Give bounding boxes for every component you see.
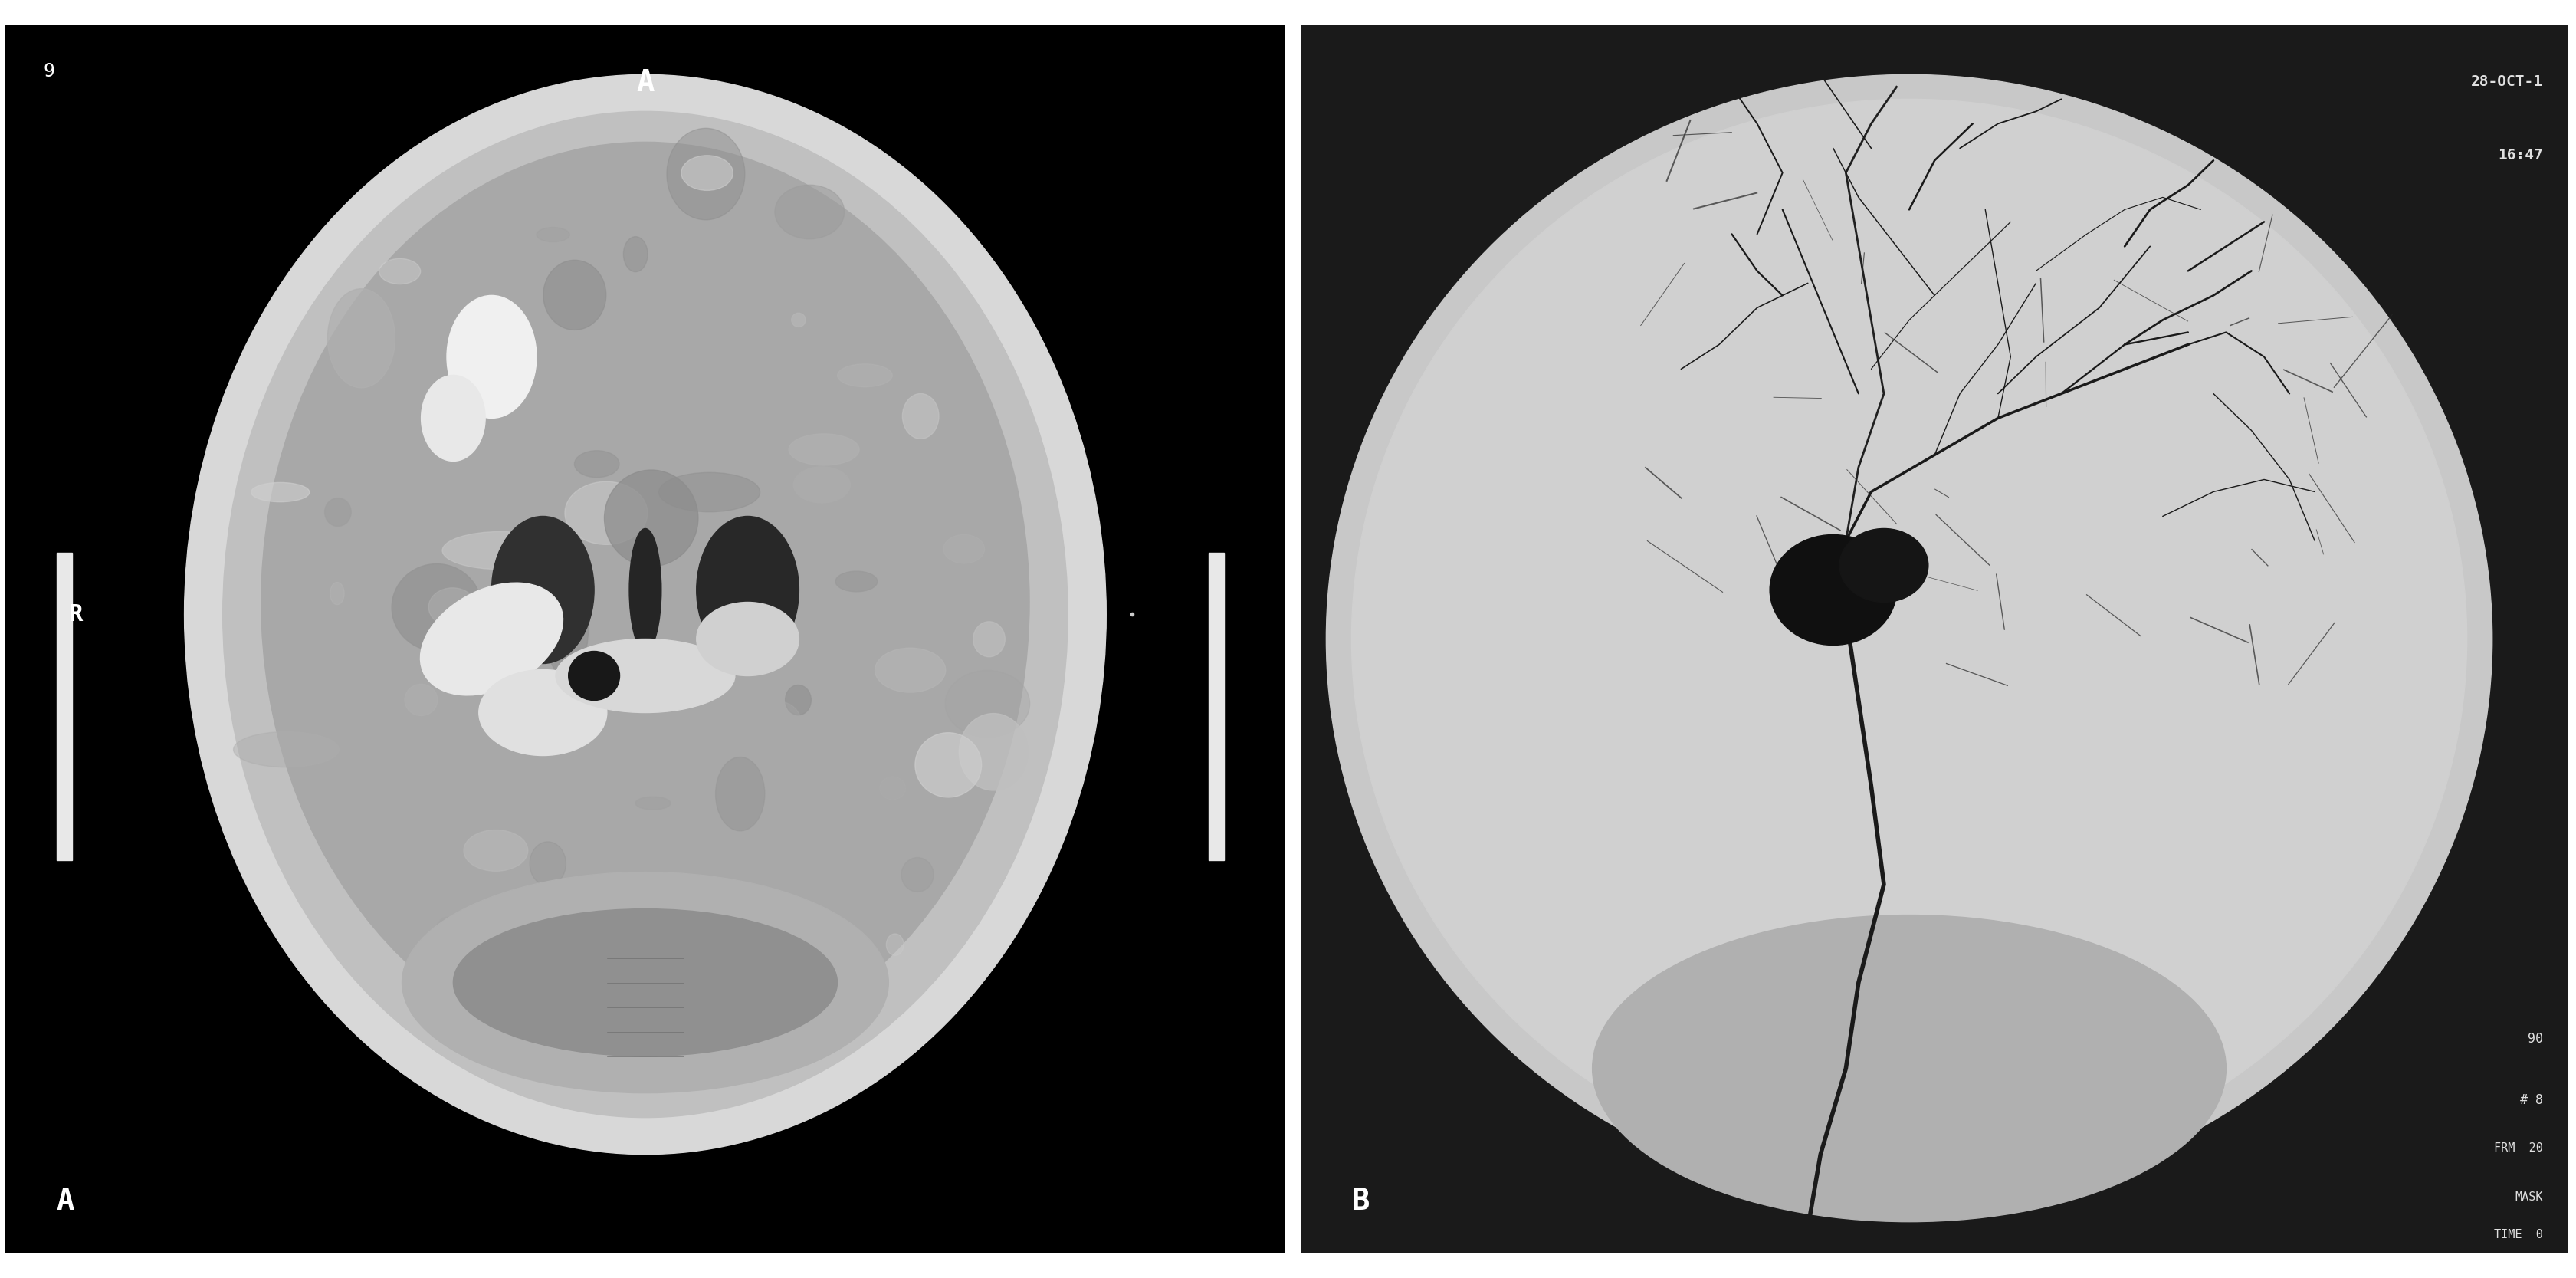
Ellipse shape: [564, 482, 647, 544]
Ellipse shape: [562, 961, 629, 1008]
Ellipse shape: [716, 757, 765, 831]
Ellipse shape: [404, 684, 438, 716]
Ellipse shape: [703, 984, 734, 1022]
Ellipse shape: [945, 671, 1030, 737]
Ellipse shape: [788, 433, 860, 465]
Ellipse shape: [958, 713, 1028, 790]
Ellipse shape: [574, 451, 618, 478]
Ellipse shape: [392, 564, 482, 652]
Ellipse shape: [755, 702, 801, 746]
Ellipse shape: [1592, 915, 2226, 1222]
Ellipse shape: [531, 842, 567, 886]
Ellipse shape: [605, 470, 698, 566]
Ellipse shape: [497, 601, 526, 613]
Ellipse shape: [595, 1038, 696, 1066]
Ellipse shape: [330, 583, 345, 604]
Ellipse shape: [492, 516, 595, 663]
Ellipse shape: [881, 777, 907, 800]
Bar: [57, 553, 72, 860]
Ellipse shape: [536, 227, 569, 242]
Ellipse shape: [544, 581, 587, 676]
Ellipse shape: [876, 648, 945, 693]
Ellipse shape: [260, 142, 1030, 1062]
Ellipse shape: [600, 935, 724, 982]
Ellipse shape: [544, 261, 605, 330]
Ellipse shape: [943, 534, 984, 564]
Text: MASK: MASK: [2514, 1191, 2543, 1203]
Ellipse shape: [902, 394, 938, 438]
Ellipse shape: [587, 956, 600, 973]
Text: A: A: [636, 69, 654, 97]
Ellipse shape: [379, 258, 420, 284]
Ellipse shape: [914, 732, 981, 797]
Text: 9: 9: [44, 63, 54, 81]
Ellipse shape: [696, 602, 799, 676]
Ellipse shape: [902, 858, 933, 892]
Circle shape: [1352, 100, 2468, 1178]
Ellipse shape: [327, 289, 394, 387]
Text: B: B: [1352, 1186, 1370, 1215]
Text: A: A: [57, 1186, 75, 1215]
Ellipse shape: [569, 652, 621, 700]
Ellipse shape: [453, 909, 837, 1056]
Ellipse shape: [696, 516, 799, 663]
Ellipse shape: [667, 128, 744, 220]
Text: R: R: [70, 603, 82, 625]
Ellipse shape: [222, 111, 1069, 1117]
Ellipse shape: [433, 918, 461, 969]
Ellipse shape: [786, 685, 811, 716]
Ellipse shape: [479, 670, 608, 755]
Ellipse shape: [623, 236, 647, 272]
Ellipse shape: [793, 466, 850, 504]
Ellipse shape: [428, 588, 477, 626]
Ellipse shape: [520, 626, 551, 656]
Ellipse shape: [325, 498, 350, 527]
Ellipse shape: [234, 732, 340, 767]
Circle shape: [1327, 74, 2491, 1204]
Bar: [1208, 553, 1224, 860]
Ellipse shape: [250, 483, 309, 502]
Text: 28-OCT-1: 28-OCT-1: [2470, 74, 2543, 89]
Ellipse shape: [556, 639, 734, 713]
Text: FRM  20: FRM 20: [2494, 1143, 2543, 1154]
Ellipse shape: [835, 571, 878, 592]
Ellipse shape: [791, 313, 806, 327]
Ellipse shape: [1839, 529, 1929, 602]
Ellipse shape: [974, 621, 1005, 657]
Ellipse shape: [634, 657, 659, 688]
Ellipse shape: [420, 583, 564, 695]
Ellipse shape: [443, 532, 559, 570]
Ellipse shape: [464, 829, 528, 872]
Ellipse shape: [680, 156, 734, 190]
Ellipse shape: [636, 601, 654, 631]
Ellipse shape: [446, 295, 536, 418]
Ellipse shape: [185, 74, 1105, 1154]
Text: 16:47: 16:47: [2499, 148, 2543, 162]
Text: 90: 90: [2527, 1031, 2543, 1045]
Ellipse shape: [420, 967, 443, 992]
Ellipse shape: [886, 934, 904, 956]
Ellipse shape: [629, 529, 662, 652]
Ellipse shape: [659, 473, 760, 512]
Ellipse shape: [422, 376, 484, 461]
Text: TIME  0: TIME 0: [2494, 1228, 2543, 1240]
Text: # 8: # 8: [2519, 1093, 2543, 1107]
Ellipse shape: [1770, 534, 1896, 645]
Ellipse shape: [623, 953, 690, 1033]
Ellipse shape: [837, 364, 891, 387]
Ellipse shape: [775, 185, 845, 239]
Ellipse shape: [402, 872, 889, 1093]
Ellipse shape: [636, 796, 670, 810]
Ellipse shape: [737, 997, 793, 1031]
